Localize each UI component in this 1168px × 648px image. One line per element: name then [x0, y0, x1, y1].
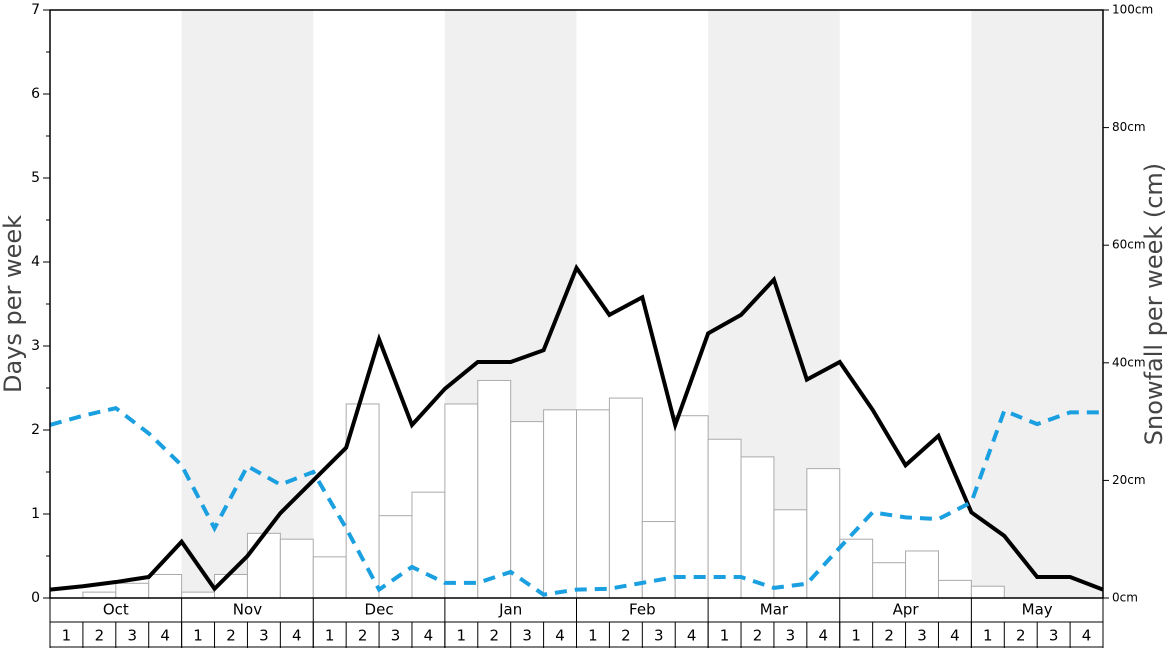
y-tick-label: 2: [31, 422, 40, 438]
week-label: 1: [193, 627, 203, 645]
month-label: May: [1022, 601, 1053, 619]
y2-tick-label: 60cm: [1112, 238, 1146, 252]
bar: [905, 550, 939, 599]
week-label: 4: [292, 627, 302, 645]
week-label: 2: [226, 627, 236, 645]
y2-tick-label: 40cm: [1112, 355, 1146, 369]
y-tick-label: 0: [31, 590, 40, 606]
bar: [279, 538, 314, 599]
bar: [82, 591, 117, 599]
bar: [608, 397, 643, 599]
week-label: 3: [127, 627, 137, 645]
week-label: 4: [819, 627, 829, 645]
bar: [707, 438, 742, 599]
bar: [970, 585, 1005, 599]
bar: [674, 415, 709, 599]
month-label: Mar: [760, 601, 789, 619]
week-label: 4: [1082, 627, 1092, 645]
y2-tick-label: 80cm: [1112, 120, 1146, 134]
bar: [246, 532, 281, 599]
y-tick-label: 3: [31, 338, 40, 354]
week-label: 3: [917, 627, 927, 645]
y-tick-label: 5: [31, 170, 40, 186]
y-axis-label: Days per week: [0, 215, 27, 393]
week-label: 4: [555, 627, 565, 645]
y2-axis-label: Snowfall per week (cm): [1140, 163, 1168, 445]
y-tick-label: 7: [31, 2, 40, 18]
week-label: 1: [851, 627, 861, 645]
week-label: 1: [62, 627, 72, 645]
week-label: 2: [753, 627, 763, 645]
bar: [872, 562, 907, 599]
month-band: [181, 10, 314, 598]
week-label: 2: [489, 627, 499, 645]
bar: [510, 421, 545, 599]
bar: [115, 582, 150, 599]
y-tick-label: 4: [31, 254, 40, 270]
line: [49, 263, 1104, 592]
week-label: 1: [588, 627, 598, 645]
bar: [181, 591, 216, 599]
bar: [641, 521, 676, 599]
y-tick-label: 6: [31, 86, 40, 102]
week-label: 3: [391, 627, 401, 645]
week-label: 2: [358, 627, 368, 645]
month-label: Nov: [233, 601, 262, 619]
week-label: 1: [457, 627, 467, 645]
y2-tick-label: 20cm: [1112, 473, 1146, 487]
bar: [839, 538, 874, 599]
bar: [543, 409, 577, 599]
week-label: 4: [160, 627, 170, 645]
week-label: 3: [522, 627, 532, 645]
y2-tick-label: 0cm: [1112, 591, 1138, 605]
week-label: 2: [95, 627, 105, 645]
bar: [477, 379, 512, 599]
week-label: 2: [1016, 627, 1026, 645]
week-label: 3: [654, 627, 664, 645]
week-label: 4: [424, 627, 434, 645]
month-band: [971, 10, 1103, 598]
week-label: 3: [786, 627, 796, 645]
bar: [411, 491, 446, 599]
week-label: 4: [687, 627, 697, 645]
week-label: 1: [720, 627, 730, 645]
y2-tick-label: 100cm: [1112, 3, 1153, 17]
bar: [444, 403, 479, 599]
month-label: Jan: [498, 601, 522, 619]
month-label: Dec: [365, 601, 394, 619]
week-label: 4: [950, 627, 960, 645]
line: [49, 406, 1103, 597]
month-label: Apr: [893, 601, 920, 619]
month-label: Oct: [103, 601, 129, 619]
bar: [576, 409, 610, 599]
week-label: 3: [1049, 627, 1059, 645]
week-label: 1: [325, 627, 335, 645]
y-tick-label: 1: [31, 506, 40, 522]
week-label: 1: [983, 627, 993, 645]
week-label: 2: [621, 627, 631, 645]
bar: [312, 556, 347, 599]
month-label: Feb: [629, 601, 656, 619]
week-label: 3: [259, 627, 269, 645]
bar: [937, 579, 972, 599]
bar: [148, 573, 183, 599]
week-label: 2: [884, 627, 894, 645]
